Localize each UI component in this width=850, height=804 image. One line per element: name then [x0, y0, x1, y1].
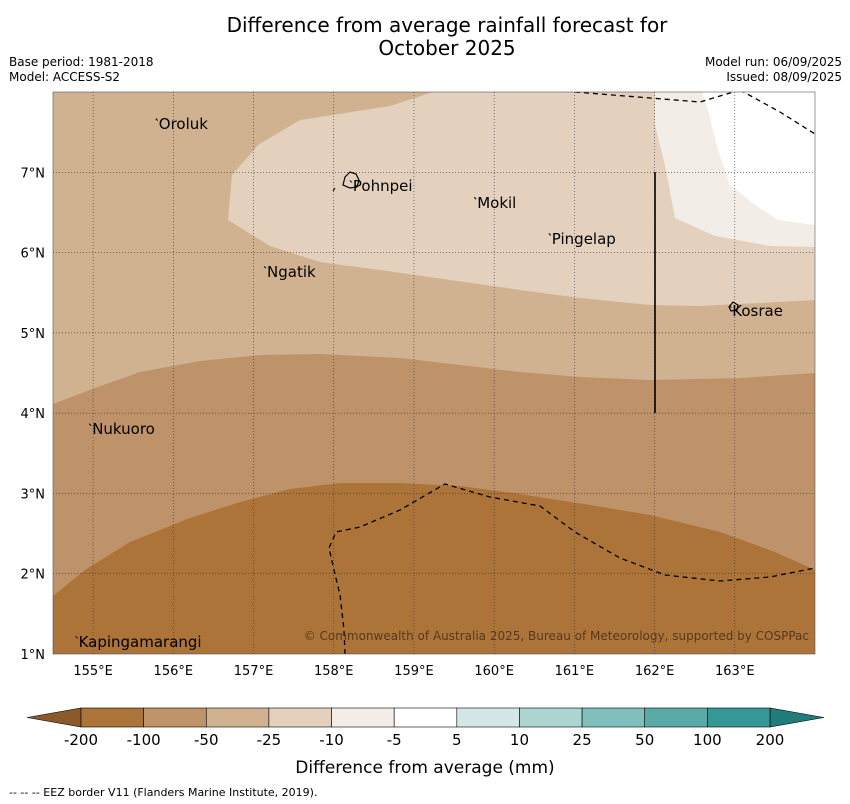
issued-date: Issued: 08/09/2025 [726, 70, 842, 84]
x-tick-label: 163°E [715, 664, 755, 679]
place-marker [88, 423, 92, 427]
x-axis-ticks: 155°E 156°E 157°E 158°E 159°E 160°E 161°E 162°E… [73, 664, 754, 679]
place-label: Kapingamarangi [79, 633, 202, 651]
colorbar-segment [393, 707, 458, 728]
place-marker [263, 265, 267, 269]
colorbar-segment [456, 707, 520, 728]
colorbar-segment [581, 707, 646, 728]
colorbar-tick-label: 200 [756, 731, 785, 749]
colorbar-tick-label: -5 [387, 731, 402, 749]
place-label: Nukuoro [92, 420, 155, 438]
meta-left: Base period: 1981-2018 Model: ACCESS-S2 [9, 55, 154, 85]
copyright-notice: © Commonwealth of Australia 2025, Bureau… [304, 629, 809, 643]
colorbar-under-arrow [26, 707, 82, 728]
colorbar-tick-label: -10 [319, 731, 344, 749]
title-line-2: October 2025 [378, 36, 516, 60]
x-tick-label: 162°E [635, 664, 675, 679]
graticule [53, 92, 815, 654]
y-tick-label: 6°N [21, 247, 46, 262]
y-tick-label: 1°N [21, 648, 46, 663]
colorbar-segment [268, 707, 332, 728]
colorbar-tick-label: -100 [127, 731, 161, 749]
y-tick-label: 3°N [21, 487, 46, 502]
eez-border-northeast [742, 92, 815, 135]
x-tick-label: 155°E [73, 664, 113, 679]
model-name: Model: ACCESS-S2 [9, 70, 121, 84]
x-tick-label: 159°E [394, 664, 434, 679]
colorbar-segment [80, 707, 144, 728]
colorbar-tick-label: -25 [257, 731, 282, 749]
colorbar-over-arrow [769, 707, 825, 728]
x-tick-label: 157°E [234, 664, 274, 679]
kosrae-island-outline [728, 301, 739, 312]
place-marker [75, 636, 78, 639]
y-tick-label: 2°N [21, 568, 46, 583]
pohnpei-island-outline [342, 171, 360, 189]
colorbar-segment [143, 707, 207, 728]
colorbar-segment [644, 707, 708, 728]
map-plot-area: Oroluk Pohnpei Mokil Pingelap Ngatik Kosrae Nu… [53, 92, 815, 654]
ant-atoll-mark [332, 187, 336, 192]
colorbar-segment [205, 707, 270, 728]
place-label: Pohnpei [353, 177, 413, 195]
colorbar-tick-label: 25 [573, 731, 592, 749]
y-axis-ticks: 7°N 6°N 5°N 4°N 3°N 2°N 1°N [21, 166, 46, 663]
colorbar-tick-label: 10 [510, 731, 529, 749]
map-title: Difference from average rainfall forecas… [0, 14, 850, 60]
plot-frame [52, 91, 816, 655]
footnote: -- -- -- EEZ border V11 (Flanders Marine… [9, 786, 318, 799]
place-marker [155, 118, 159, 121]
colorbar-tick-label: -50 [194, 731, 219, 749]
place-label: Oroluk [159, 115, 208, 133]
model-run: Model run: 06/09/2025 [704, 55, 842, 69]
x-tick-label: 161°E [555, 664, 595, 679]
colorbar-tick-label: 100 [693, 731, 722, 749]
y-tick-label: 7°N [21, 166, 46, 181]
eez-border-south [328, 483, 815, 654]
title-line-1: Difference from average rainfall forecas… [226, 13, 668, 37]
x-tick-label: 160°E [474, 664, 514, 679]
colorbar-tick-label: 50 [635, 731, 654, 749]
colorbar-segment [707, 707, 771, 728]
place-marker [473, 196, 477, 200]
x-tick-label: 158°E [314, 664, 354, 679]
place-label: Ngatik [267, 263, 316, 281]
x-tick-label: 156°E [154, 664, 194, 679]
base-period: Base period: 1981-2018 [9, 55, 154, 69]
place-marker [728, 305, 732, 309]
colorbar-segment [519, 707, 583, 728]
colorbar-tick-label: 5 [452, 731, 462, 749]
colorbar-tick-label: -200 [64, 731, 98, 749]
y-tick-label: 5°N [21, 327, 46, 342]
place-label: Mokil [477, 194, 516, 212]
place-marker [349, 180, 353, 183]
colorbar-label: Difference from average (mm) [295, 758, 554, 778]
y-tick-label: 4°N [21, 407, 46, 422]
place-marker [548, 233, 552, 236]
colorbar-segment [331, 707, 395, 728]
colorbar: -200 -100 -50 -25 -10 -5 5 10 25 50 100 200 [26, 707, 825, 749]
meta-right: Model run: 06/09/2025 Issued: 08/09/2025 [705, 55, 842, 85]
place-label: Pingelap [552, 230, 616, 248]
band-minus-5-to-5 [702, 92, 815, 225]
place-label: Kosrae [732, 302, 783, 320]
eez-border-north [574, 92, 736, 103]
place-labels: Oroluk Pohnpei Mokil Pingelap Ngatik Kosrae Nu… [75, 115, 783, 651]
